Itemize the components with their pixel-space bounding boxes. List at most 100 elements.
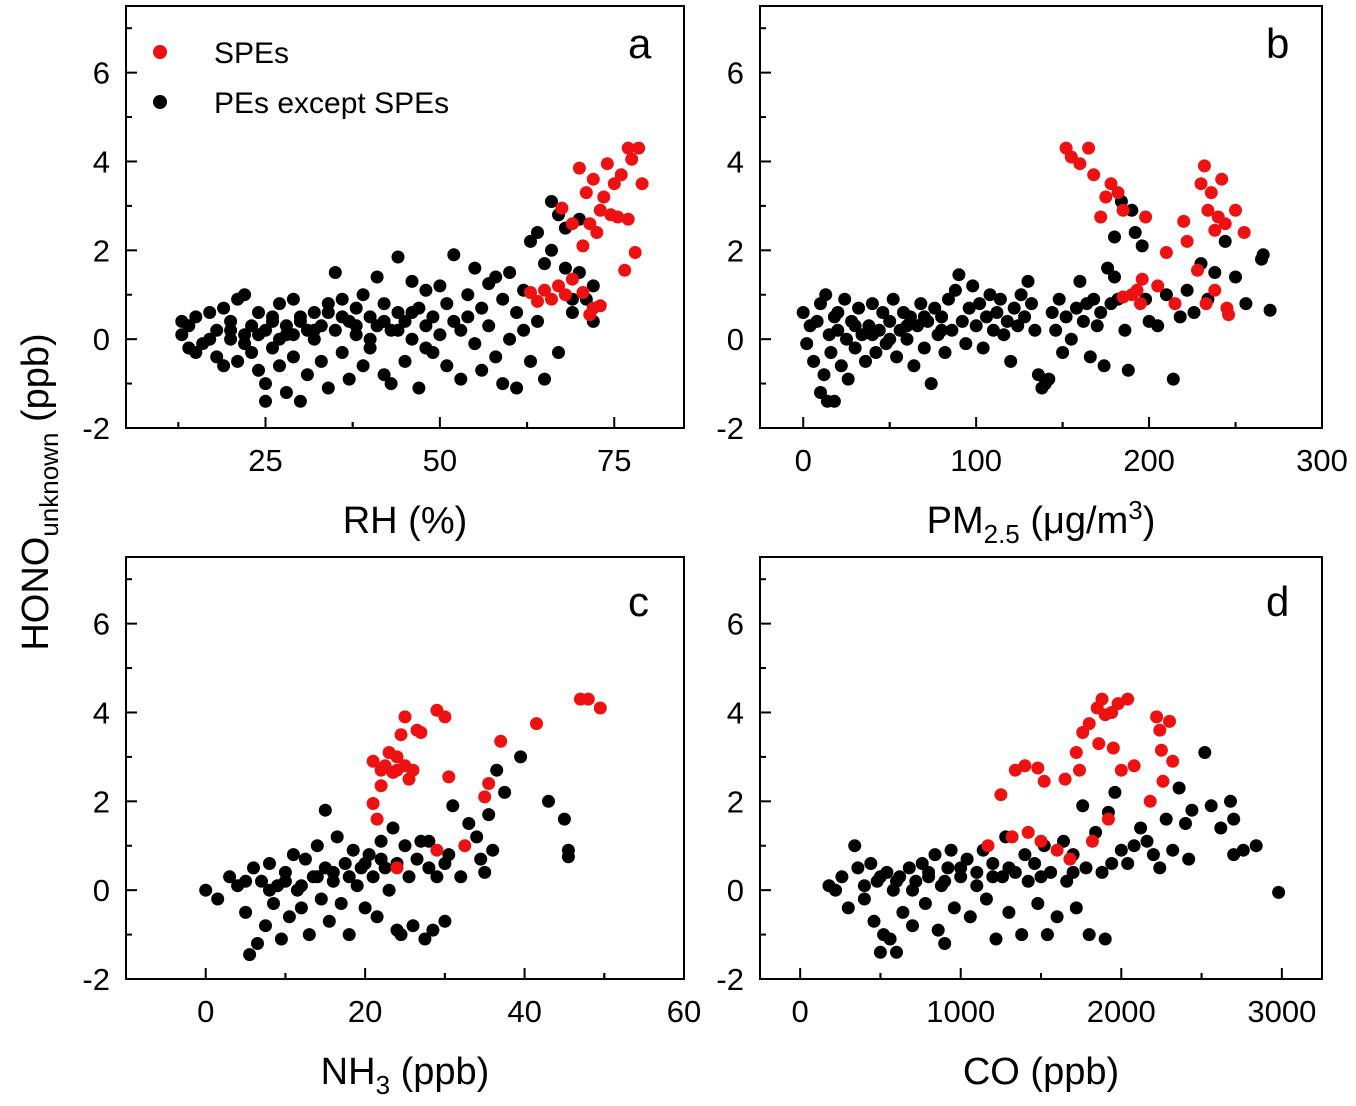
data-point [973,297,987,311]
data-point [579,186,593,200]
data-point [1191,263,1204,277]
data-point [628,246,642,259]
data-point [430,843,444,857]
data-point [1214,821,1228,835]
data-point [947,901,961,915]
data-point [358,857,372,870]
data-point [412,381,426,395]
data-point [1187,306,1201,319]
data-point [349,328,363,342]
data-point [224,332,238,346]
data-point [274,932,288,946]
panel-d: -2 0 2 4 6 0 1000 2000 3000 CO (ppb) d [716,556,1323,1093]
panel-b: -2 0 2 4 6 0 100 200 300 PM2.5 (μg/m3) b [716,5,1348,549]
data-point [384,377,398,391]
data-point [906,919,919,933]
data-point [370,270,384,284]
data-point [391,250,405,264]
data-point [322,914,336,928]
data-point [1018,759,1032,773]
data-point [510,381,524,395]
data-point [986,323,1000,337]
data-point [318,803,332,817]
x-tick-label: 40 [507,994,541,1029]
data-point [1198,746,1212,759]
data-point [328,266,342,279]
data-point [478,865,492,879]
x-tick-label: 0 [792,994,809,1029]
data-point [1021,825,1035,839]
data-point [1133,297,1147,311]
data-point [478,790,492,804]
data-point [557,812,571,826]
data-point [900,332,914,346]
x-tick-label: 50 [423,443,457,478]
data-point [835,870,849,884]
data-point [458,839,472,853]
data-point [1079,861,1093,875]
data-point [286,350,300,364]
x-tick-label: 200 [1123,443,1175,478]
data-point [1151,279,1165,293]
data-point [1127,759,1141,773]
panel-letter: b [1266,20,1289,67]
data-point [1150,710,1164,724]
data-point [817,368,831,382]
data-point [1130,283,1144,297]
data-point [966,279,980,293]
data-point [386,821,400,835]
data-point [1218,234,1232,248]
legend-marker-pes [153,95,167,109]
data-point [1121,692,1135,706]
data-point [182,319,196,333]
y-axis-title-subscript: unknown [34,433,64,537]
data-point [1208,223,1222,237]
data-point [1182,852,1196,866]
data-point [621,141,635,155]
data-point [524,286,537,299]
data-point [545,292,558,306]
data-point [259,394,272,408]
data-point [994,788,1008,802]
data-point [422,861,436,875]
y-axis-title: HONOunknown (ppb) [15,333,64,650]
series-spes [1059,141,1251,322]
data-point [366,797,380,810]
data-point [335,310,349,324]
data-point [614,168,628,182]
data-point [245,319,259,333]
data-point [1111,186,1125,200]
series-pes [796,195,1277,408]
data-point [251,937,264,950]
data-point [1220,301,1234,315]
data-point [1050,910,1064,924]
data-point [954,870,968,884]
data-point [997,328,1011,342]
data-point [1159,288,1173,302]
data-point [470,830,484,844]
y-tick-label: 4 [727,695,744,730]
data-point [454,870,468,884]
data-point [1128,226,1142,239]
data-point [531,314,544,328]
data-point [986,857,1000,870]
data-point [1021,874,1035,888]
y-tick-label: -2 [716,962,744,997]
data-point [942,292,955,306]
data-point [405,274,419,288]
data-point [510,306,524,319]
data-point [517,323,531,337]
y-tick-label: 4 [93,144,110,179]
data-point [342,372,356,386]
data-point [883,932,897,946]
y-tick-label: 0 [727,322,744,357]
data-point [938,937,952,950]
data-point [1134,821,1148,835]
data-point [583,308,597,322]
data-point [217,359,231,373]
data-point [607,177,621,191]
data-point [321,306,335,319]
data-point [552,346,565,359]
data-point [558,288,572,302]
